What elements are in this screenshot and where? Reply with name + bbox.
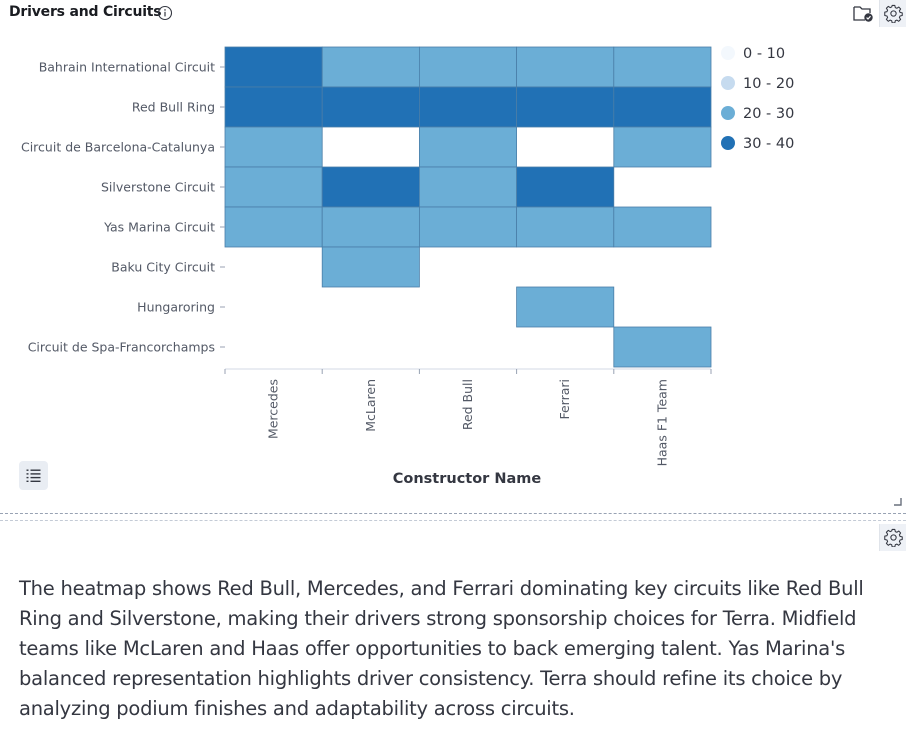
heatmap-cell-2-2[interactable] [418, 126, 517, 168]
panel-header: Drivers and Circuits [0, 0, 906, 28]
heatmap-cell-1-3[interactable] [516, 86, 615, 128]
heatmap-cell-4-2[interactable] [418, 206, 517, 248]
panel-divider-secondary [0, 520, 906, 521]
heatmap-cell-0-1[interactable] [321, 46, 420, 88]
panel-divider [0, 513, 906, 514]
x-tick-label: Ferrari [557, 379, 572, 420]
x-tick-label: McLaren [363, 379, 378, 432]
panel-settings-gear-icon[interactable] [879, 0, 906, 27]
visualization-panel: Drivers and Circuits Bahrain In [0, 0, 906, 506]
y-tick-label: Circuit de Spa-Francorchamps [28, 340, 215, 355]
heatmap-cell-4-3[interactable] [516, 206, 615, 248]
heatmap-cell-1-0[interactable] [224, 86, 323, 128]
summary-text: The heatmap shows Red Bull, Mercedes, an… [19, 577, 864, 720]
y-tick-label: Red Bull Ring [132, 100, 215, 115]
heatmap-chart: Bahrain International Circuit Red Bull Ri… [21, 46, 794, 487]
heatmap-cell-5-1[interactable] [321, 246, 420, 288]
heatmap-cell-3-0[interactable] [224, 166, 323, 208]
heatmap-cell-3-2[interactable] [418, 166, 517, 208]
text-panel-settings-gear-icon[interactable] [879, 524, 906, 551]
chart-legend: 0 - 10 10 - 20 20 - 30 30 - 40 [721, 46, 794, 152]
legend-swatch [721, 136, 735, 150]
y-tick-label: Silverstone Circuit [101, 180, 215, 195]
heatmap-cell-1-2[interactable] [418, 86, 517, 128]
legend-toggle-button[interactable] [19, 461, 48, 490]
legend-swatch [721, 46, 735, 60]
legend-label[interactable]: 20 - 30 [743, 106, 794, 122]
y-tick-label: Bahrain International Circuit [39, 60, 215, 75]
y-axis: Bahrain International Circuit Red Bull Ri… [21, 60, 225, 355]
heatmap-cell-0-0[interactable] [224, 46, 323, 88]
x-tick-label: Red Bull [460, 379, 475, 430]
legend-swatch [721, 76, 735, 90]
info-icon[interactable] [157, 5, 173, 21]
heatmap-cell-0-4[interactable] [613, 46, 712, 88]
heatmap-cell-2-4[interactable] [613, 126, 712, 168]
legend-label[interactable]: 10 - 20 [743, 76, 794, 92]
heatmap-cell-3-1[interactable] [321, 166, 420, 208]
heatmap-cell-2-0[interactable] [224, 126, 323, 168]
heatmap-cell-1-1[interactable] [321, 86, 420, 128]
legend-label[interactable]: 0 - 10 [743, 46, 785, 62]
heatmap-cells [224, 46, 712, 368]
resize-handle-icon[interactable] [893, 493, 902, 506]
heatmap-cell-6-3[interactable] [516, 286, 615, 328]
y-tick-label: Hungaroring [137, 300, 215, 315]
x-tick-label: Haas F1 Team [654, 379, 669, 466]
y-tick-label: Baku City Circuit [111, 260, 215, 275]
x-axis-label: Constructor Name [393, 471, 542, 487]
heatmap-cell-7-4[interactable] [613, 326, 712, 368]
x-axis: Mercedes McLaren Red Bull Ferrari Haas F1 Te… [224, 368, 712, 466]
heatmap-cell-4-1[interactable] [321, 206, 420, 248]
heatmap-cell-4-4[interactable] [613, 206, 712, 248]
heatmap-cell-4-0[interactable] [224, 206, 323, 248]
saved-folder-icon[interactable] [852, 3, 874, 23]
y-tick-label: Circuit de Barcelona-Catalunya [21, 140, 215, 155]
y-tick-label: Yas Marina Circuit [103, 220, 215, 235]
heatmap-cell-0-3[interactable] [516, 46, 615, 88]
heatmap-cell-1-4[interactable] [613, 86, 712, 128]
panel-title: Drivers and Circuits [9, 4, 162, 20]
heatmap-cell-0-2[interactable] [418, 46, 517, 88]
legend-label[interactable]: 30 - 40 [743, 136, 794, 152]
x-tick-label: Mercedes [266, 379, 281, 439]
heatmap-cell-3-3[interactable] [516, 166, 615, 208]
legend-swatch [721, 106, 735, 120]
